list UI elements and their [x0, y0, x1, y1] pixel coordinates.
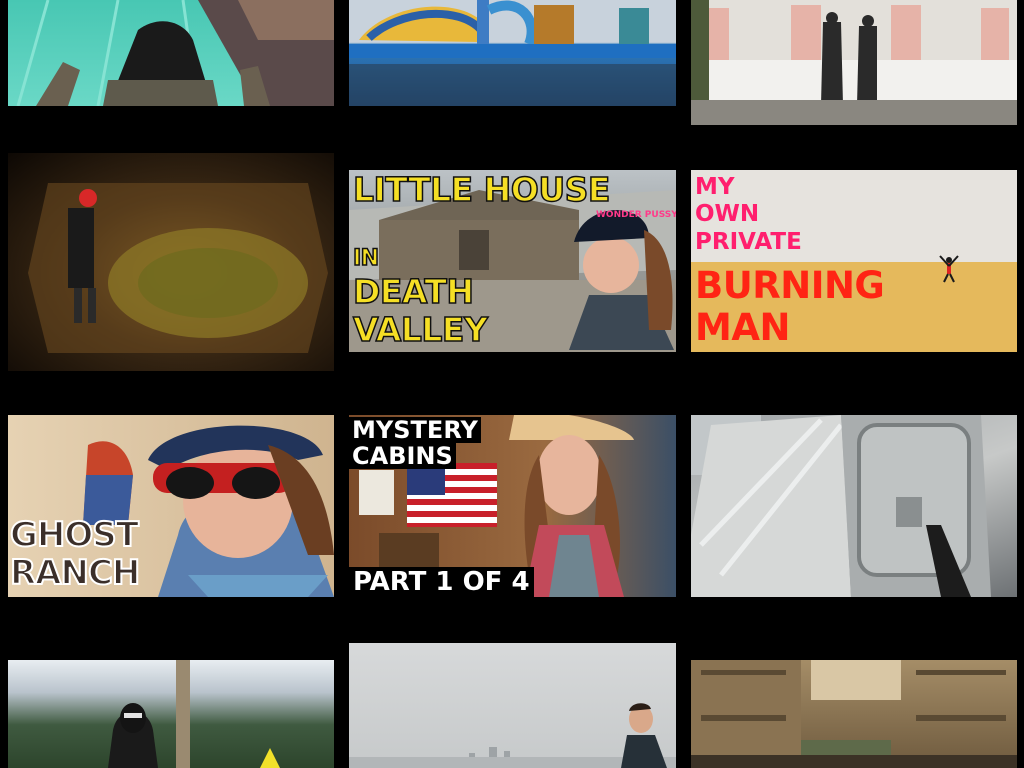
overlay-line-1: MYSTERY: [349, 417, 481, 443]
overlay-line-2: RANCH: [9, 553, 141, 593]
thumbnail-underground-cave[interactable]: [8, 153, 334, 371]
thumbnail-waterslide-rooftop[interactable]: [8, 0, 334, 106]
thumbnail-art: [349, 703, 676, 768]
thumbnail-art: [691, 0, 1017, 125]
overlay-line-4: BURNING: [695, 264, 885, 307]
overlay-line-1: GHOST: [9, 515, 140, 555]
thumbnail-art: [28, 183, 328, 353]
thumbnail-abandoned-waterpark[interactable]: [349, 0, 676, 106]
overlay-line-4: VALLEY: [352, 310, 488, 349]
overlay-line-1: MY: [695, 174, 735, 200]
overlay-line-3: DEATH: [352, 272, 475, 311]
overlay-line-2: IN: [352, 246, 380, 271]
thumbnail-art: [691, 170, 1017, 352]
thumbnail-art: [108, 660, 280, 768]
thumbnail-art: [349, 0, 676, 106]
us-flag: [407, 463, 497, 527]
thumbnail-art: [691, 660, 1017, 768]
overlay-line-5: MAN: [695, 306, 790, 349]
thumbnail-art: [359, 415, 634, 597]
overlay-line-2: OWN: [695, 201, 760, 227]
overlay-line-3: PRIVATE: [695, 229, 802, 255]
thumbnail-ship-hatch[interactable]: [691, 415, 1017, 597]
thumbnail-ghost-ranch[interactable]: GHOST RANCH: [8, 415, 334, 597]
thumbnail-art: [691, 415, 991, 597]
overlay-line-2: CABINS: [349, 443, 456, 469]
thumbnail-art: [16, 0, 334, 106]
overlay-line-1: LITTLE HOUSE: [352, 170, 611, 209]
thumbnail-castle-couple[interactable]: [691, 0, 1017, 125]
thumbnail-art: [83, 425, 334, 597]
thumbnail-foggy-city[interactable]: [349, 643, 676, 768]
thumbnail-little-house-death-valley[interactable]: WONDER PUSSY LITTLE HOUSE IN DEATH VALLE…: [349, 170, 676, 352]
thumbnail-my-own-private-burning-man[interactable]: MY OWN PRIVATE BURNING MAN: [691, 170, 1017, 352]
thumbnail-mystery-cabins[interactable]: MYSTERY CABINS PART 1 OF 4: [349, 415, 676, 597]
thumbnail-abandoned-bunks[interactable]: [691, 660, 1017, 768]
thumbnail-art: [349, 190, 676, 352]
hat-text: WONDER PUSSY: [596, 210, 676, 220]
overlay-line-3: PART 1 OF 4: [349, 567, 534, 597]
thumbnail-tower-ninja[interactable]: [8, 660, 334, 768]
